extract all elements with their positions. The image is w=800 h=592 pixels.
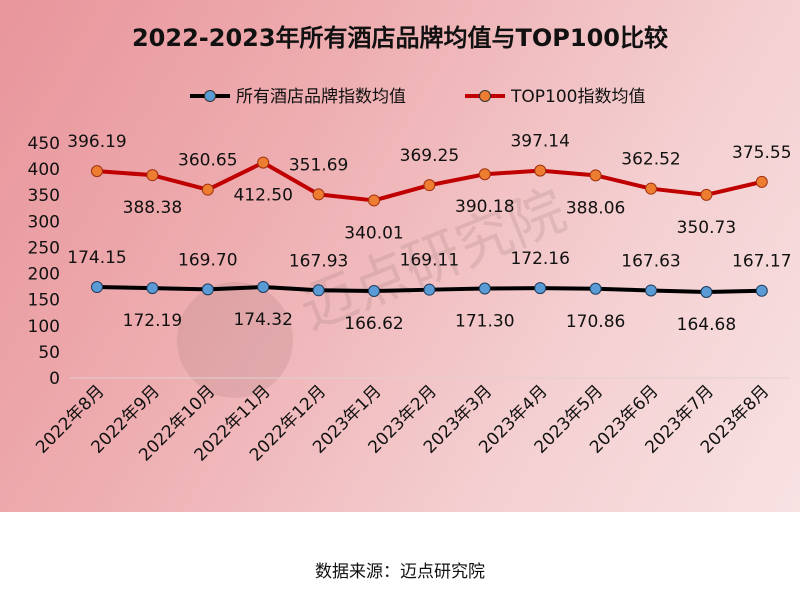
data-point: [146, 169, 159, 182]
data-label: 172.19: [123, 311, 182, 331]
y-tick-label: 50: [38, 343, 60, 363]
y-tick-label: 350: [28, 186, 60, 206]
data-label: 174.15: [67, 248, 126, 268]
data-point: [312, 284, 325, 297]
data-point: [91, 281, 103, 294]
data-label: 375.55: [732, 143, 791, 163]
data-label: 166.62: [344, 314, 403, 334]
data-label: 169.11: [400, 251, 459, 271]
data-point: [700, 188, 713, 201]
data-point: [312, 188, 325, 201]
data-point: [589, 282, 602, 295]
y-tick-label: 100: [28, 317, 60, 337]
data-point: [146, 282, 159, 295]
y-tick-label: 0: [49, 369, 60, 389]
data-point: [589, 169, 602, 182]
data-point: [645, 182, 657, 195]
data-point: [257, 280, 270, 293]
data-label: 167.93: [289, 251, 348, 271]
data-point: [91, 165, 103, 178]
data-label: 167.17: [732, 252, 791, 272]
data-label: 340.01: [344, 223, 403, 243]
legend-marker: [479, 90, 491, 102]
data-point: [534, 282, 547, 295]
data-label: 360.65: [178, 151, 237, 171]
data-point: [755, 175, 768, 188]
data-label: 396.19: [67, 132, 126, 152]
data-label: 397.14: [510, 132, 569, 152]
data-point: [478, 168, 491, 181]
line-chart: 迈点研究院0501001502002503003504004502022年8月2…: [28, 87, 792, 465]
data-label: 169.70: [178, 250, 237, 270]
y-tick-label: 250: [28, 238, 60, 258]
data-label: 388.38: [123, 198, 182, 218]
legend-marker: [204, 90, 216, 102]
chart-area: 2022-2023年所有酒店品牌均值与TOP100比较: [0, 0, 800, 512]
data-label: 369.25: [400, 146, 459, 166]
chart-title: 2022-2023年所有酒店品牌均值与TOP100比较: [131, 24, 668, 52]
data-point: [257, 156, 270, 169]
data-label: 174.32: [233, 310, 292, 330]
data-point: [368, 194, 380, 207]
data-label: 412.50: [233, 186, 292, 206]
y-tick-label: 300: [28, 212, 60, 232]
data-point: [368, 284, 380, 297]
data-label: 390.18: [455, 197, 514, 217]
data-point: [201, 283, 214, 296]
data-label: 388.06: [566, 198, 625, 218]
y-tick-label: 400: [28, 160, 60, 180]
data-label: 171.30: [455, 312, 514, 332]
data-label: 164.68: [677, 315, 736, 335]
watermark-logo: [177, 282, 293, 398]
data-label: 362.52: [621, 150, 680, 170]
data-point: [423, 179, 436, 192]
data-point: [534, 164, 547, 177]
data-point: [755, 284, 768, 297]
y-tick-label: 450: [28, 134, 60, 154]
data-point: [700, 286, 713, 299]
legend-label: TOP100指数均值: [510, 87, 645, 107]
data-label: 170.86: [566, 312, 625, 332]
data-point: [423, 283, 436, 296]
data-label: 172.16: [510, 249, 569, 269]
data-label: 351.69: [289, 155, 348, 175]
data-label: 167.63: [621, 251, 680, 271]
data-point: [645, 284, 657, 297]
y-tick-label: 150: [28, 291, 60, 311]
data-label: 350.73: [677, 218, 736, 238]
data-point: [201, 183, 214, 196]
data-source: 数据来源：迈点研究院: [315, 562, 485, 582]
y-tick-label: 200: [28, 265, 60, 285]
legend-label: 所有酒店品牌指数均值: [236, 87, 406, 107]
data-point: [478, 282, 491, 295]
